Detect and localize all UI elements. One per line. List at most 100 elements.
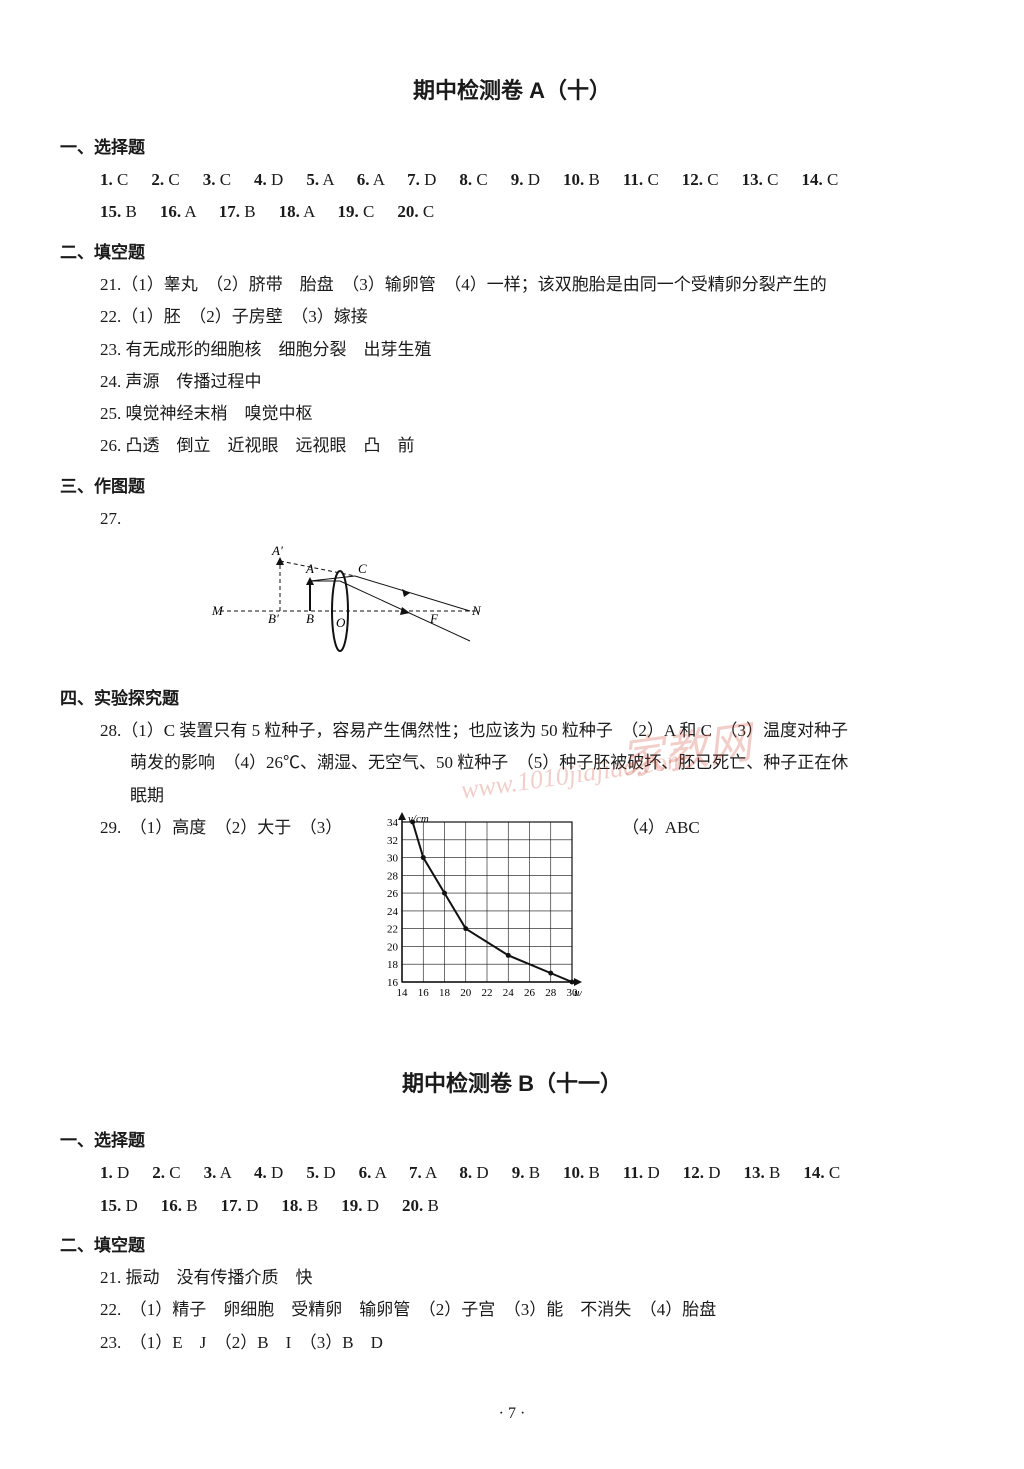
mc-answer: 5. A (306, 170, 350, 189)
svg-text:M: M (211, 603, 224, 618)
q21-a: 21.（1）睾丸 （2）脐带 胎盘 （3）输卵管 （4）一样；该双胞胎是由同一个… (60, 269, 964, 301)
svg-text:20: 20 (461, 987, 473, 999)
mc-answer: 13. B (744, 1163, 798, 1182)
svg-text:22: 22 (387, 924, 398, 936)
svg-text:u/cm: u/cm (574, 987, 582, 999)
mc-answer: 18. A (279, 202, 332, 221)
line-chart: 16182022242628303234141618202224262830v/… (362, 812, 582, 1012)
q28-l1: 28.（1）C 装置只有 5 粒种子，容易产生偶然性；也应该为 50 粒种子 （… (60, 715, 964, 747)
mc-answer: 8. D (459, 1163, 505, 1182)
q29-right: （4）ABC (622, 812, 699, 844)
mc-answer: 20. B (402, 1196, 456, 1215)
mc-answer: 17. B (219, 202, 273, 221)
svg-text:A': A' (271, 543, 283, 558)
q22-a: 22.（1）胚 （2）子房壁 （3）嫁接 (60, 301, 964, 333)
svg-text:26: 26 (524, 987, 536, 999)
svg-text:22: 22 (482, 987, 493, 999)
mc-answers-b-row2: 15. D 16. B 17. D 18. B 19. D 20. B (60, 1190, 964, 1222)
mc-answer: 18. B (281, 1196, 335, 1215)
title-test-a: 期中检测卷 A（十） (60, 70, 964, 112)
svg-text:26: 26 (387, 888, 399, 900)
mc-answer: 2. C (151, 170, 196, 189)
mc-answer: 5. D (306, 1163, 352, 1182)
mc-answer: 7. D (407, 170, 453, 189)
q22-b: 22. （1）精子 卵细胞 受精卵 输卵管 （2）子宫 （3）能 不消失 （4）… (60, 1294, 964, 1326)
q21-b: 21. 振动 没有传播介质 快 (60, 1262, 964, 1294)
svg-text:28: 28 (546, 987, 558, 999)
mc-answer: 19. C (338, 202, 392, 221)
mc-answer: 15. D (100, 1196, 155, 1215)
mc-answer: 8. C (459, 170, 504, 189)
mc-answer: 19. D (341, 1196, 396, 1215)
svg-text:20: 20 (387, 941, 399, 953)
q25-a: 25. 嗅觉神经末梢 嗅觉中枢 (60, 398, 964, 430)
mc-answer: 15. B (100, 202, 154, 221)
mc-answer: 9. D (511, 170, 557, 189)
mc-answer: 16. A (160, 202, 213, 221)
svg-text:24: 24 (503, 987, 515, 999)
svg-text:30: 30 (387, 852, 399, 864)
section2-header-a: 二、填空题 (60, 237, 964, 269)
svg-text:B: B (306, 611, 314, 626)
svg-text:14: 14 (397, 987, 409, 999)
svg-text:O: O (336, 615, 346, 630)
mc-answers-a-row2: 15. B 16. A 17. B 18. A 19. C 20. C (60, 196, 964, 228)
mc-answer: 11. D (623, 1163, 677, 1182)
section4-header-a: 四、实验探究题 (60, 683, 964, 715)
mc-answer: 10. B (563, 170, 617, 189)
svg-text:18: 18 (439, 987, 451, 999)
mc-answer: 7. A (409, 1163, 453, 1182)
mc-answer: 1. D (100, 1163, 146, 1182)
q29-row: 29. （1）高度 （2）大于 （3） 16 18 20 22 24 26 28 30 32 34… (60, 812, 964, 1023)
q23-b: 23. （1）E J （2）B I （3）B D (60, 1327, 964, 1359)
chart-wrap: 16182022242628303234141618202224262830v/… (362, 812, 582, 1023)
mc-answer: 12. C (682, 170, 736, 189)
q27-label: 27. (60, 503, 964, 535)
q28-l3: 眠期 (60, 780, 964, 812)
svg-text:F: F (429, 611, 439, 626)
mc-answer: 17. D (221, 1196, 276, 1215)
mc-answer: 16. B (161, 1196, 215, 1215)
svg-text:32: 32 (387, 835, 398, 847)
title-test-b: 期中检测卷 B（十一） (60, 1063, 964, 1105)
section1-header-a: 一、选择题 (60, 132, 964, 164)
svg-text:A: A (305, 561, 314, 576)
mc-answer: 3. A (204, 1163, 248, 1182)
q29-left: 29. （1）高度 （2）大于 （3） (100, 812, 342, 844)
svg-text:B': B' (268, 611, 279, 626)
mc-answer: 12. D (683, 1163, 738, 1182)
section3-header-a: 三、作图题 (60, 471, 964, 503)
q28-l2: 萌发的影响 （4）26℃、潮湿、无空气、50 粒种子 （5）种子胚被破坏、胚已死… (60, 747, 964, 779)
mc-answer: 1. C (100, 170, 145, 189)
mc-answer: 9. B (512, 1163, 557, 1182)
svg-text:18: 18 (387, 959, 399, 971)
mc-answer: 4. D (254, 170, 300, 189)
mc-answers-a-row1: 1. C 2. C 3. C 4. D 5. A 6. A 7. D 8. C … (60, 164, 964, 196)
svg-text:N: N (471, 603, 482, 618)
page-number: · 7 · (60, 1399, 964, 1429)
q26-a: 26. 凸透 倒立 近视眼 远视眼 凸 前 (60, 430, 964, 462)
svg-text:24: 24 (387, 906, 399, 918)
q24-a: 24. 声源 传播过程中 (60, 366, 964, 398)
mc-answer: 10. B (563, 1163, 617, 1182)
mc-answer: 4. D (254, 1163, 300, 1182)
svg-text:16: 16 (418, 987, 430, 999)
optics-diagram-wrap: A A' B B' C M N O F (60, 541, 964, 672)
page-container: { "page": { "title_a": "期中检测卷 A（十）", "ti… (60, 70, 964, 1429)
mc-answer: 14. C (801, 170, 855, 189)
mc-answer: 14. C (803, 1163, 857, 1182)
svg-text:34: 34 (387, 817, 399, 829)
svg-text:28: 28 (387, 870, 399, 882)
mc-answer: 6. A (359, 1163, 403, 1182)
mc-answer: 11. C (623, 170, 676, 189)
mc-answers-b-row1: 1. D 2. C 3. A 4. D 5. D 6. A 7. A 8. D … (60, 1157, 964, 1189)
svg-text:C: C (358, 561, 367, 576)
mc-answer: 6. A (357, 170, 401, 189)
mc-answer: 20. C (397, 202, 451, 221)
q23-a: 23. 有无成形的细胞核 细胞分裂 出芽生殖 (60, 334, 964, 366)
section2-header-b: 二、填空题 (60, 1230, 964, 1262)
mc-answer: 3. C (203, 170, 248, 189)
section1-header-b: 一、选择题 (60, 1125, 964, 1157)
optics-diagram: A A' B B' C M N O F (210, 541, 490, 661)
mc-answer: 2. C (152, 1163, 197, 1182)
